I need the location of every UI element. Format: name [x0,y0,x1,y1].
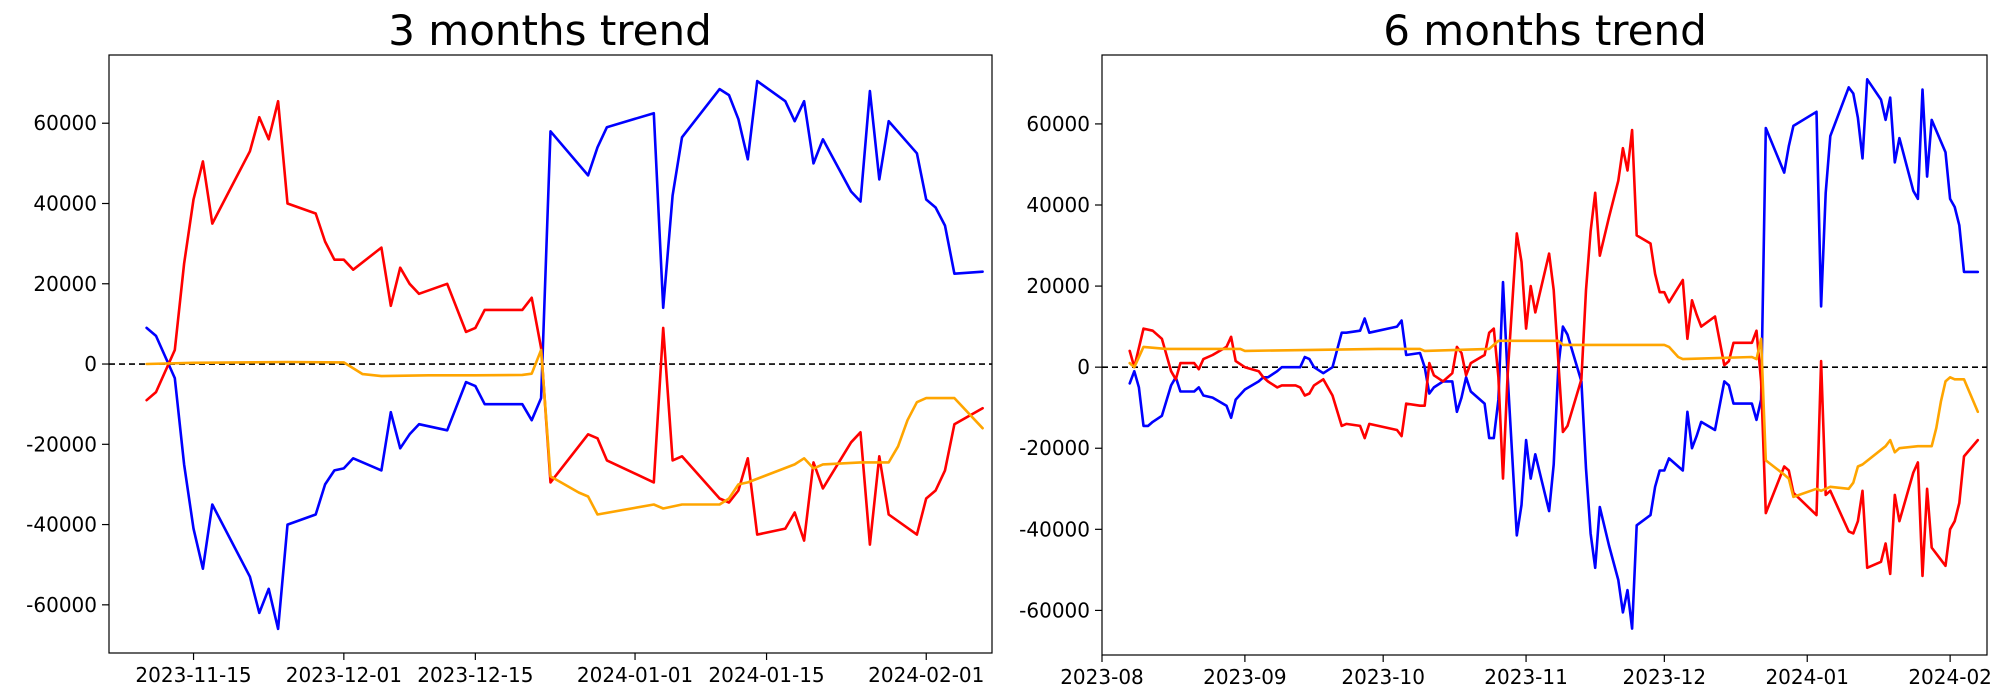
x-tick-label: 2023-11-15 [135,663,251,687]
y-tick-label: 20000 [33,272,97,296]
y-tick-label: 0 [84,352,97,376]
ticks-layer: -60000 -40000 -20000 0 20000 40000 60000 2023-1… [26,111,984,687]
y-tick-label: -60000 [1019,598,1090,622]
x-tick-label: 2024-01-01 [577,663,693,687]
y-tick-label: 60000 [33,111,97,135]
series-line-3 [1128,337,1980,499]
y-tick-label: 20000 [1026,274,1090,298]
x-tick-label: 2023-08 [1060,665,1144,689]
y-tick-label: -60000 [26,593,97,617]
chart-title: 3 months trend [388,6,712,55]
x-tick-label: 2023-10 [1341,665,1425,689]
x-tick-label: 2024-01 [1765,665,1849,689]
x-tick-label: 2023-12 [1623,665,1707,689]
y-tick-label: -20000 [26,432,97,456]
x-tick-label: 2024-02-01 [868,663,984,687]
chart-panel-3-months: 3 months trend -60000 -40000 -20000 0 20000 4… [26,6,993,687]
x-tick-label: 2023-12-15 [417,663,533,687]
x-tick-label: 2024-01-15 [708,663,824,687]
chart-panel-6-months: 6 months trend -60000 -40000 -20000 0 20000 4… [1019,6,1992,689]
series-line-3 [145,348,984,516]
lines-layer [109,79,992,631]
y-tick-label: 0 [1077,355,1090,379]
ticks-layer: -60000 -40000 -20000 0 20000 40000 60000 2023-0… [1019,112,1992,689]
y-tick-label: -40000 [26,513,97,537]
plot-frame [1101,54,1988,656]
series-line-1 [145,79,984,631]
series-line-2 [145,99,984,546]
y-tick-label: -40000 [1019,517,1090,541]
y-tick-label: 40000 [1026,193,1090,217]
series-line-1 [1128,78,1980,630]
y-tick-label: -20000 [1019,436,1090,460]
lines-layer [1102,78,1987,630]
y-tick-label: 40000 [33,191,97,215]
series-line-2 [1128,128,1980,578]
x-tick-label: 2023-12-01 [286,663,402,687]
x-tick-label: 2023-11 [1484,665,1568,689]
y-tick-label: 60000 [1026,112,1090,136]
chart-title: 6 months trend [1383,6,1707,55]
x-tick-label: 2024-02 [1908,665,1992,689]
plot-frame [108,54,993,654]
x-tick-label: 2023-09 [1203,665,1287,689]
